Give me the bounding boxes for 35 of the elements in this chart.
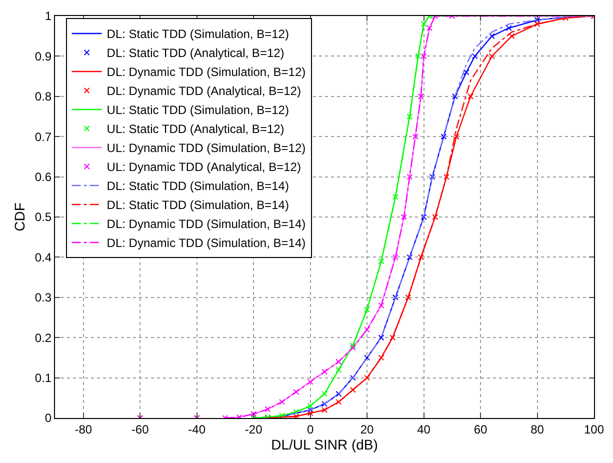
legend-label: UL: Static TDD (Simulation, B=12): [106, 103, 289, 118]
y-tick-label: 0.9: [34, 49, 52, 64]
legend-label: DL: Static TDD (Simulation, B=12): [106, 27, 289, 42]
legend-label: DL: Dynamic TDD (Simulation, B=14): [106, 217, 306, 232]
y-tick-label: 0.2: [34, 330, 52, 345]
x-tick-label: 60: [474, 422, 488, 436]
legend-label: UL: Static TDD (Analytical, B=12): [106, 122, 284, 136]
y-axis-title: CDF: [12, 202, 28, 232]
y-tick-label: 0.1: [34, 371, 52, 385]
y-tick-label: 0.7: [34, 130, 52, 144]
x-tick-label: -40: [188, 422, 206, 436]
x-tick-label: 20: [360, 422, 374, 436]
x-tick-label: -60: [131, 422, 150, 436]
x-tick-label: 80: [530, 422, 544, 436]
legend-label: UL: Dynamic TDD (Simulation, B=12): [106, 141, 306, 156]
legend-label: DL: Dynamic TDD (Simulation, B=12): [106, 65, 306, 80]
y-tick-label: 0.5: [34, 210, 52, 224]
y-tick-label: 0.4: [34, 250, 52, 264]
y-tick-label: 0.8: [34, 90, 52, 104]
x-tick-label: 100: [584, 422, 604, 436]
y-tick-label: 0: [44, 411, 52, 426]
legend-label: DL: Static TDD (Simulation, B=14): [106, 198, 289, 212]
legend-label: UL: Dynamic TDD (Analytical, B=12): [106, 160, 301, 174]
x-axis-title: DL/UL SINR (dB): [271, 436, 378, 453]
y-tick-label: 0.6: [34, 170, 52, 184]
x-tick-label: -80: [74, 422, 92, 436]
y-tick-label: 1: [44, 9, 52, 24]
x-tick-label: 0: [306, 422, 314, 436]
legend-label: DL: Static TDD (Analytical, B=12): [106, 46, 284, 60]
x-tick-label: -20: [244, 422, 263, 436]
legend-label: DL: Dynamic TDD (Analytical, B=12): [106, 84, 301, 98]
y-tick-label: 0.3: [34, 290, 52, 305]
legend-label: DL: Dynamic TDD (Simulation, B=14): [106, 236, 306, 250]
x-tick-label: 40: [417, 422, 431, 436]
legend-label: DL: Static TDD (Simulation, B=14): [106, 179, 289, 194]
